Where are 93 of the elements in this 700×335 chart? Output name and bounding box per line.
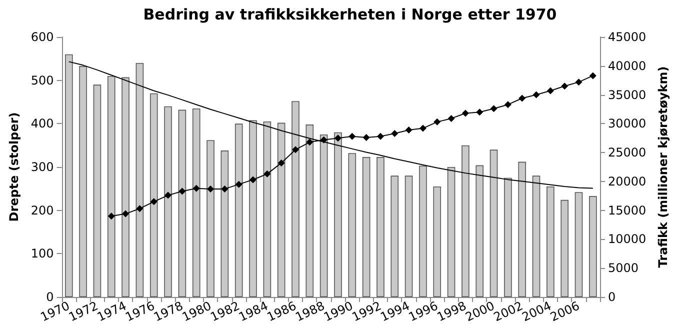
- point: [221, 185, 228, 192]
- point: [250, 176, 257, 184]
- bar: [206, 140, 214, 297]
- y-tick-label: 400: [30, 116, 54, 131]
- bar: [447, 167, 456, 297]
- y-axis-title: Drepte (stolper): [7, 112, 21, 222]
- y2-tick-label: 0: [608, 290, 616, 304]
- bar: [334, 132, 342, 297]
- bar: [419, 166, 427, 297]
- point: [348, 132, 356, 140]
- y-tick-label: 500: [30, 73, 54, 88]
- bar: [574, 192, 583, 297]
- bar: [348, 153, 356, 297]
- bar: [64, 54, 73, 297]
- point: [278, 159, 285, 166]
- point: [561, 82, 568, 90]
- bar: [136, 63, 144, 297]
- y2-tick-label: 25000: [608, 146, 646, 160]
- bar: [462, 145, 470, 297]
- point: [264, 170, 271, 178]
- y-tick-label: 200: [30, 203, 54, 218]
- bar: [150, 93, 158, 297]
- bar: [234, 124, 243, 297]
- point: [504, 101, 512, 108]
- y2-tick-label: 10000: [608, 232, 646, 246]
- y-tick-label: 300: [30, 160, 54, 174]
- point: [419, 124, 426, 132]
- point: [235, 180, 242, 188]
- bar: [192, 108, 200, 297]
- bar: [589, 196, 597, 297]
- point: [334, 134, 342, 142]
- point: [192, 184, 200, 192]
- bar: [164, 106, 172, 297]
- y2-tick-label: 15000: [608, 203, 646, 218]
- bar: [93, 84, 102, 297]
- point: [476, 108, 484, 116]
- bar: [404, 176, 413, 297]
- bar: [79, 66, 87, 297]
- y-tick-label: 100: [30, 246, 54, 261]
- bar: [292, 101, 300, 297]
- chart-title: Bedring av trafikksikkerheten i Norge etter 1970: [143, 6, 557, 24]
- point: [178, 188, 186, 195]
- y2-tick-label: 30000: [608, 116, 646, 131]
- point: [207, 185, 214, 192]
- bar: [320, 134, 328, 297]
- bar: [376, 157, 384, 297]
- point: [376, 132, 384, 140]
- point: [136, 205, 144, 212]
- bar: [220, 150, 229, 297]
- y2-tick-label: 40000: [608, 58, 646, 73]
- bar: [560, 200, 568, 297]
- bar: [490, 150, 498, 297]
- y2-axis-title: Trafikk (millioner kjøretøykm): [656, 66, 670, 268]
- point: [589, 72, 596, 80]
- point: [150, 198, 158, 206]
- bar: [122, 77, 130, 297]
- point: [575, 78, 582, 86]
- point: [164, 192, 172, 199]
- point: [362, 134, 370, 142]
- bar: [518, 162, 526, 297]
- bar: [178, 110, 186, 297]
- point: [122, 210, 130, 218]
- bar: [277, 122, 286, 297]
- bar: [504, 178, 512, 297]
- bar: [249, 120, 257, 297]
- point: [306, 138, 314, 146]
- point: [292, 146, 299, 154]
- point: [546, 87, 554, 94]
- y-tick-label: 600: [30, 30, 54, 44]
- point: [405, 126, 412, 134]
- bar: [107, 76, 116, 297]
- bar: [532, 176, 540, 297]
- point: [434, 118, 441, 126]
- point: [320, 136, 328, 144]
- bar: [390, 176, 399, 297]
- point: [108, 212, 115, 220]
- y2-tick-label: 5000: [608, 261, 639, 276]
- y2-tick-label: 20000: [608, 174, 646, 188]
- point: [518, 94, 526, 102]
- point: [391, 130, 398, 137]
- point: [448, 114, 455, 122]
- y2-tick-label: 45000: [608, 30, 646, 44]
- point: [532, 91, 540, 98]
- point: [462, 110, 469, 117]
- bar: [263, 122, 272, 297]
- bar: [306, 124, 314, 297]
- y2-tick-label: 35000: [608, 88, 646, 102]
- bar: [362, 157, 370, 297]
- bar: [546, 186, 554, 297]
- bar: [476, 165, 484, 297]
- y-tick-label: 0: [46, 290, 54, 304]
- point: [490, 105, 498, 112]
- bar: [433, 186, 442, 297]
